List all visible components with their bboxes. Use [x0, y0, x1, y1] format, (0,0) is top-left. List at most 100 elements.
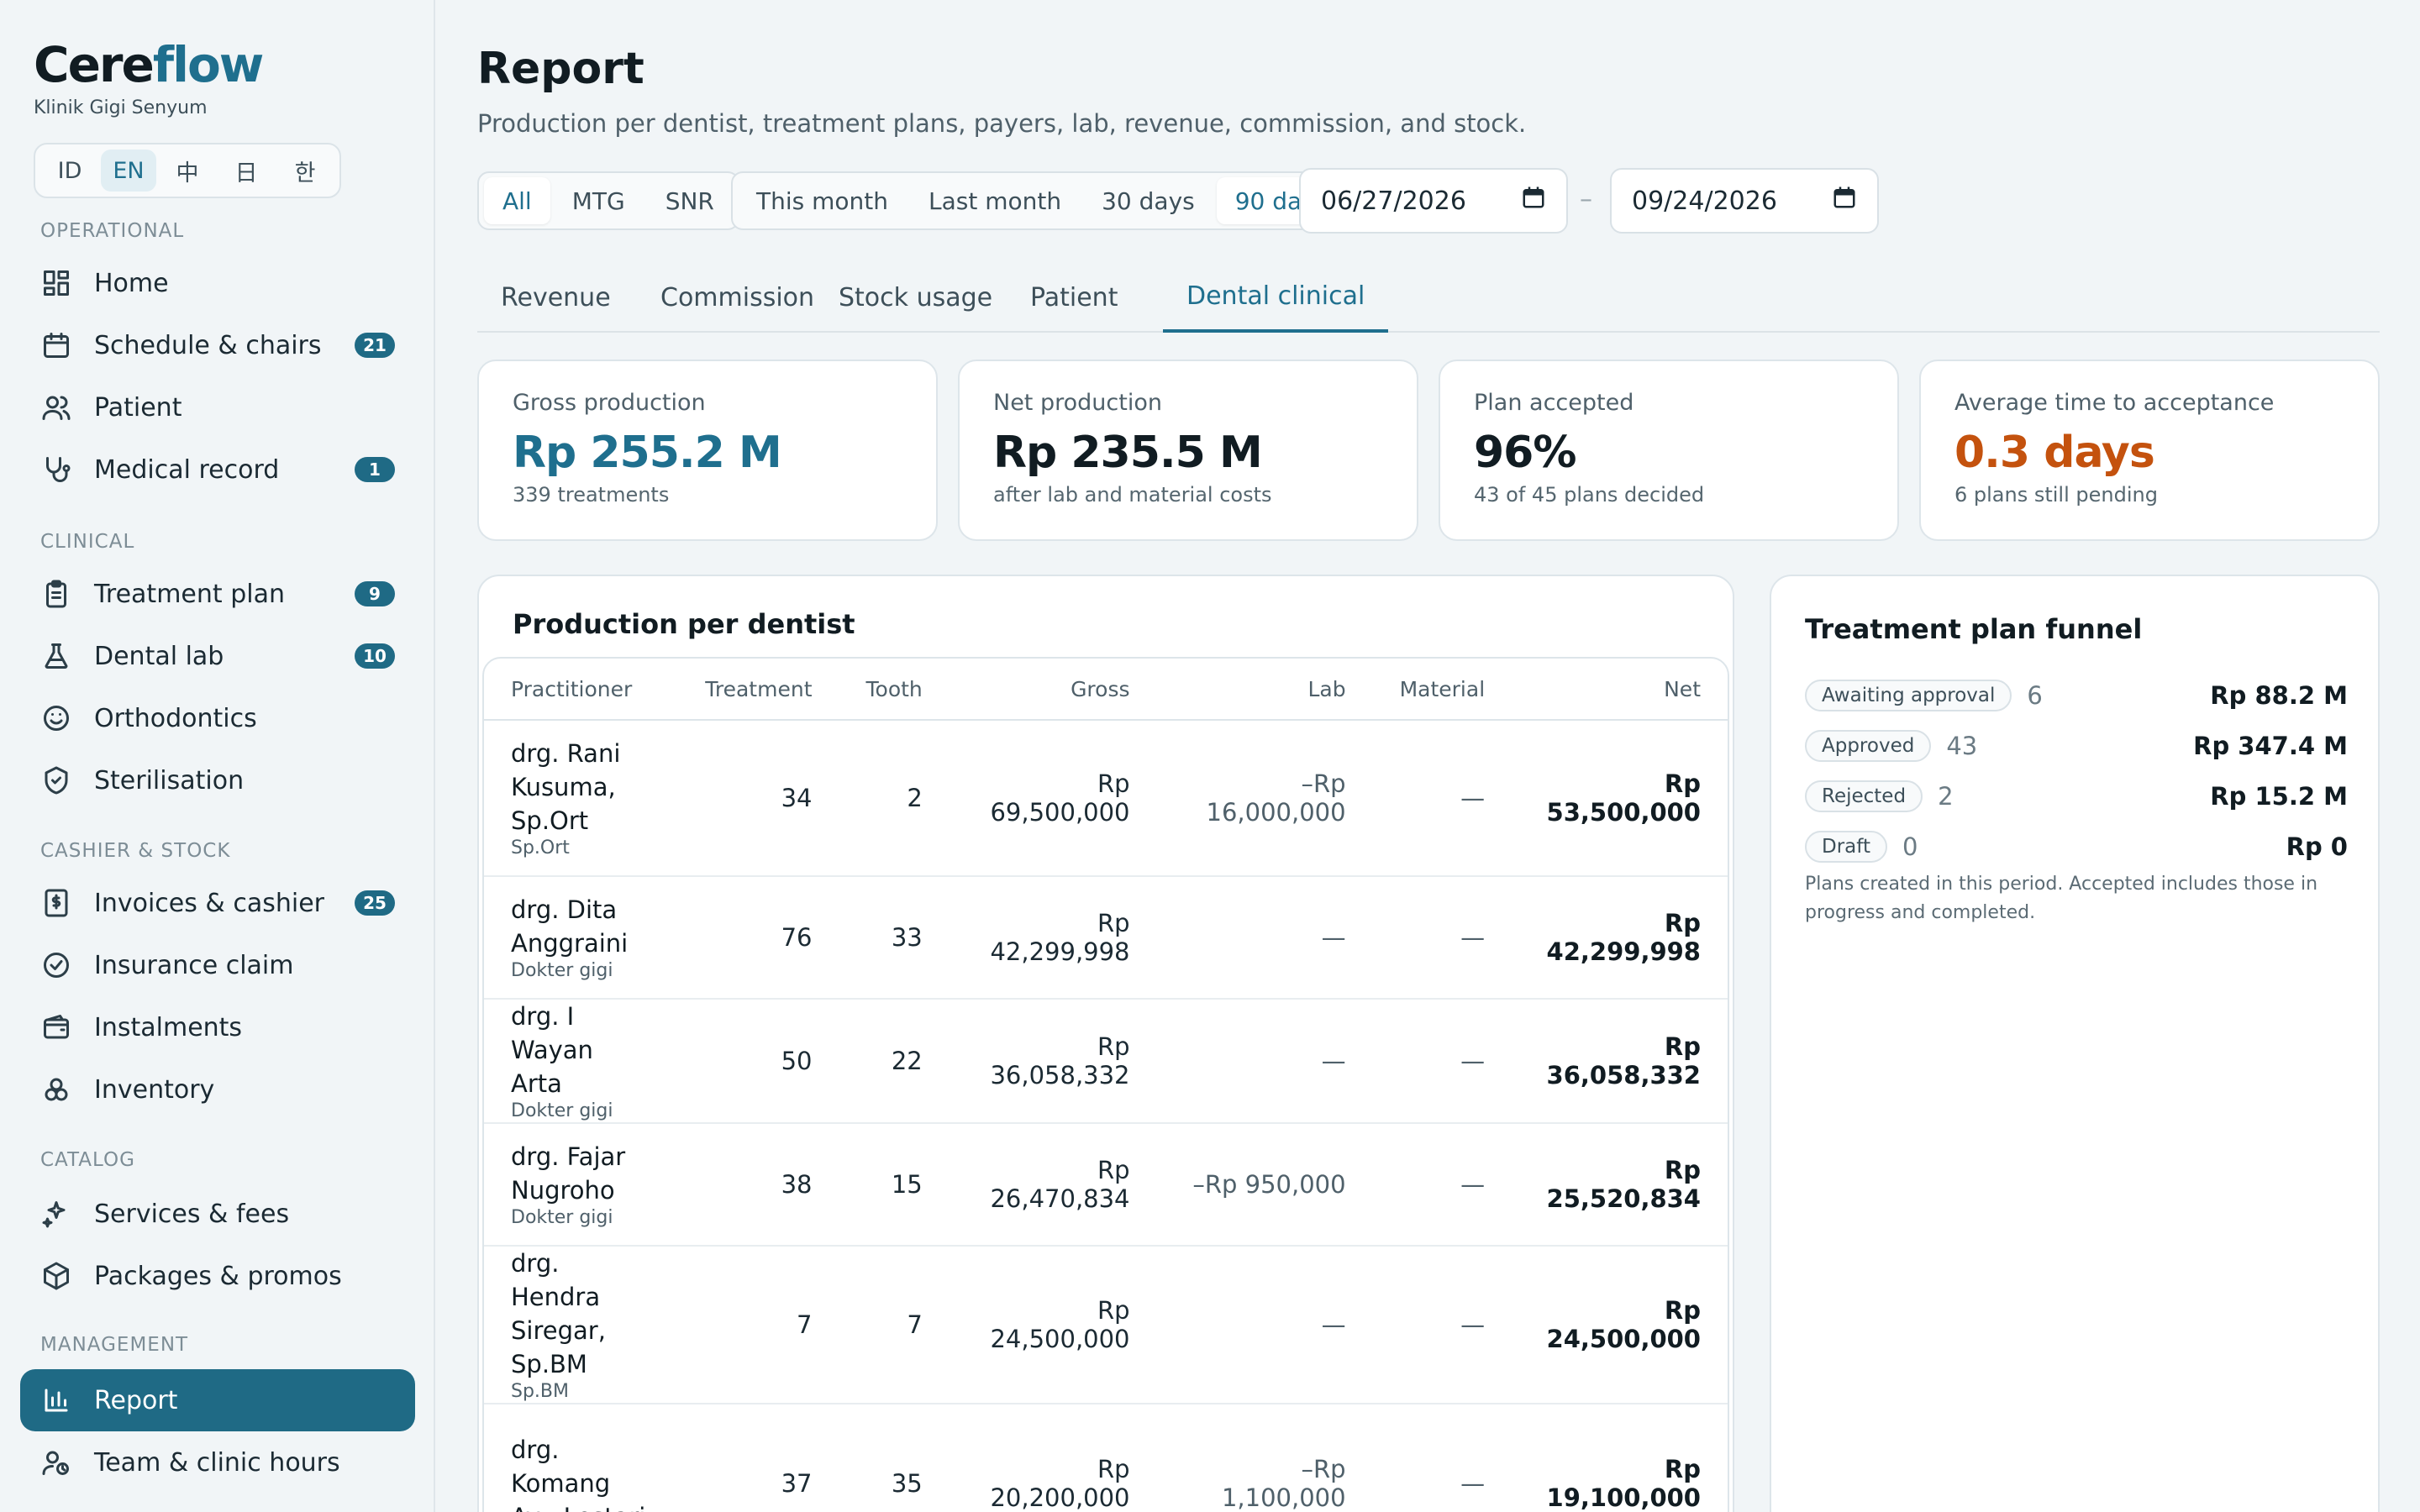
sidebar-item-home[interactable]: Home: [20, 252, 415, 314]
table-row[interactable]: drg. Dita Anggraini Dokter gigi 76 33 Rp 42,2…: [484, 877, 1728, 1000]
sidebar-item-services-and-fees[interactable]: Services & fees: [20, 1183, 415, 1245]
kpi-label: Plan accepted: [1474, 390, 1634, 416]
language-option-3[interactable]: 中: [176, 160, 199, 186]
sidebar-item-schedule-and-chairs[interactable]: Schedule & chairs 21: [20, 314, 415, 376]
practitioner-cell: drg. Dita Anggraini Dokter gigi: [484, 877, 679, 1000]
sidebar-item-team-and-clinic-hours[interactable]: Team & clinic hours: [20, 1431, 415, 1494]
clinic-name: Klinik Gigi Senyum: [34, 97, 208, 118]
section-label-operational: OPERATIONAL: [40, 220, 185, 242]
kpi-label: Average time to acceptance: [1954, 390, 2275, 416]
date-to-value: 09/24/2026: [1632, 186, 1777, 216]
lab-cell: —: [1156, 1000, 1373, 1124]
page-title: Report: [477, 44, 644, 94]
stethoscope-icon: [40, 454, 72, 486]
funnel-count: 6: [2027, 681, 2043, 710]
gross-cell: Rp 42,299,998: [949, 877, 1157, 1000]
gross-cell: Rp 20,200,000: [950, 1404, 1157, 1512]
practitioner-name-line: drg. I Wayan: [511, 1002, 593, 1064]
table-row[interactable]: drg. Fajar Nugroho Dokter gigi 38 15 Rp 26,47…: [484, 1124, 1728, 1247]
kpi-value: 0.3 days: [1954, 428, 2155, 478]
lab-cell: —: [1156, 1247, 1373, 1404]
net-cell: Rp 19,100,000: [1512, 1404, 1728, 1512]
sidebar-item-packages-and-promos[interactable]: Packages & promos: [20, 1245, 415, 1307]
date-from-input[interactable]: 06/27/2026: [1299, 168, 1568, 234]
material-cell: —: [1372, 1000, 1512, 1124]
sidebar-item-medical-record[interactable]: Medical record 1: [20, 438, 415, 501]
language-option-2[interactable]: EN: [101, 150, 156, 192]
status-pill: Rejected: [1805, 780, 1923, 812]
tab-revenue[interactable]: Revenue: [501, 282, 611, 312]
shield-icon: [40, 764, 72, 796]
tab-patient[interactable]: Patient: [1030, 282, 1118, 312]
period-option-this-month[interactable]: This month: [756, 186, 888, 215]
tooth-cell: 7: [839, 1247, 950, 1404]
sidebar-item-sterilisation[interactable]: Sterilisation: [20, 749, 415, 811]
tab-dental-clinical[interactable]: Dental clinical: [1163, 262, 1389, 333]
column-header-material[interactable]: Material: [1372, 659, 1512, 721]
practitioner-cell: drg. Komang Ayu Lestari: [484, 1404, 678, 1512]
funnel-count: 2: [1938, 782, 1954, 811]
status-pill: Draft: [1805, 831, 1887, 863]
practitioner-name-line: drg.: [511, 1436, 560, 1464]
practitioner-title: Dokter gigi: [511, 1207, 613, 1228]
practitioner-name-line: Sp.BM: [511, 1350, 587, 1378]
sidebar-item-label: Patient: [94, 392, 182, 423]
count-badge: 25: [355, 890, 395, 916]
tab-commission[interactable]: Commission: [660, 282, 815, 312]
calendar-icon[interactable]: [1521, 185, 1546, 217]
practitioner-name-line: Nugroho: [511, 1176, 615, 1205]
practitioner-name-line: Siregar,: [511, 1316, 606, 1345]
kpi-subtext: 339 treatments: [513, 483, 670, 507]
column-header-practitioner[interactable]: Practitioner: [484, 659, 679, 721]
funnel-count: 0: [1902, 832, 1918, 861]
logo-text-part1: Cere: [34, 36, 155, 93]
material-cell: —: [1372, 721, 1512, 877]
column-header-tooth[interactable]: Tooth: [839, 659, 950, 721]
language-option-1[interactable]: ID: [57, 157, 82, 184]
sidebar-item-instalments[interactable]: Instalments: [20, 996, 415, 1058]
sidebar-item-label: Team & clinic hours: [94, 1447, 340, 1478]
branch-option-all[interactable]: All: [484, 177, 550, 224]
sidebar-item-treatment-plan[interactable]: Treatment plan 9: [20, 563, 415, 625]
status-pill: Awaiting approval: [1805, 680, 2012, 711]
kpi-label: Gross production: [513, 390, 706, 416]
branch-option-mtg[interactable]: MTG: [571, 186, 625, 215]
sidebar-item-orthodontics[interactable]: Orthodontics: [20, 687, 415, 749]
column-header-treatment[interactable]: Treatment: [678, 659, 839, 721]
sidebar-item-dental-lab[interactable]: Dental lab 10: [20, 625, 415, 687]
sidebar-item-invoices-and-cashier[interactable]: Invoices & cashier 25: [20, 872, 415, 934]
language-option-4[interactable]: 日: [234, 160, 258, 186]
lab-cell: –Rp 950,000: [1156, 1124, 1373, 1247]
language-option-5[interactable]: 한: [294, 160, 316, 186]
calendar-icon[interactable]: [1832, 185, 1857, 217]
branch-filter: All MTG SNR: [477, 171, 739, 230]
tooth-cell: 35: [839, 1404, 950, 1512]
report-tabs: Revenue Commission Stock usage Patient Denta…: [477, 262, 2380, 333]
table-row[interactable]: drg. Rani Kusuma, Sp.Ort Sp.Ort 34 2 Rp 69,500…: [484, 721, 1728, 877]
table-row[interactable]: drg. Hendra Siregar, Sp.BM Sp.BM 7 7 Rp 24,500…: [484, 1247, 1728, 1404]
table-row[interactable]: drg. I Wayan Arta Dokter gigi 50 22 Rp 36,058…: [484, 1000, 1728, 1124]
logo[interactable]: Cereflow: [34, 34, 265, 96]
sidebar-item-label: Packages & promos: [94, 1261, 342, 1291]
sidebar-item-report[interactable]: Report: [20, 1369, 415, 1431]
column-header-lab[interactable]: Lab: [1156, 659, 1373, 721]
logo-text-part2: flow: [152, 36, 265, 93]
treatment-cell: 38: [678, 1124, 839, 1247]
practitioner-title: Dokter gigi: [511, 1100, 613, 1121]
column-header-gross[interactable]: Gross: [949, 659, 1157, 721]
date-to-input[interactable]: 09/24/2026: [1610, 168, 1879, 234]
funnel-row-draft: Draft 0 Rp 0: [1805, 828, 2348, 865]
period-option-last-month[interactable]: Last month: [929, 186, 1062, 215]
sidebar-item-label: Treatment plan: [94, 579, 285, 609]
wallet-icon: [40, 1011, 72, 1043]
tab-stock-usage[interactable]: Stock usage: [839, 282, 993, 312]
period-option-30-days[interactable]: 30 days: [1102, 186, 1195, 215]
funnel-row-awaiting-approval: Awaiting approval 6 Rp 88.2 M: [1805, 677, 2348, 714]
sidebar-item-inventory[interactable]: Inventory: [20, 1058, 415, 1121]
sidebar-item-insurance-claim[interactable]: Insurance claim: [20, 934, 415, 996]
branch-option-snr[interactable]: SNR: [665, 186, 714, 215]
column-header-net[interactable]: Net: [1512, 659, 1728, 721]
sidebar-item-patient[interactable]: Patient: [20, 376, 415, 438]
net-cell: Rp 42,299,998: [1512, 877, 1728, 1000]
